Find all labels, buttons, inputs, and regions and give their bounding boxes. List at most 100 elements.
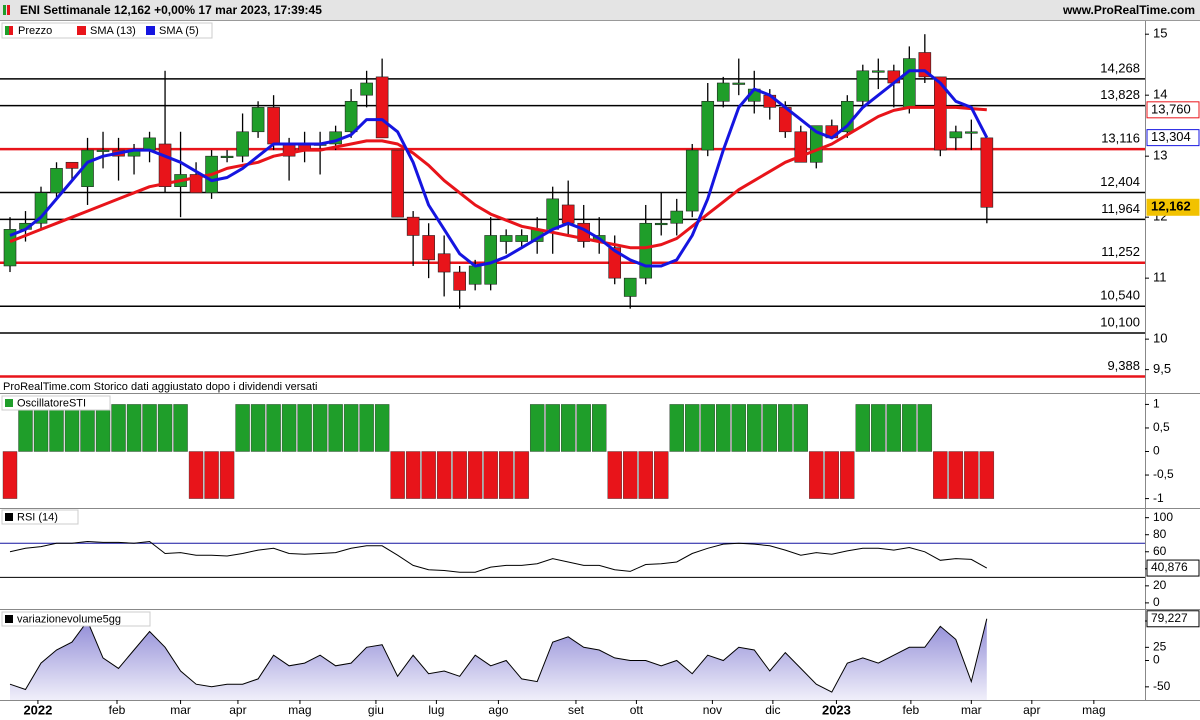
- sma-line: [9, 69, 989, 268]
- panel-title[interactable]: OscillatoreSTI: [17, 397, 86, 409]
- x-tick-label: apr: [1023, 703, 1040, 717]
- oscillator-bar: [669, 404, 684, 452]
- candle-body: [980, 137, 994, 208]
- candle-body: [623, 277, 637, 297]
- candle-body: [546, 198, 559, 230]
- candle-body: [391, 149, 404, 218]
- y-tick-label: 14: [1153, 87, 1167, 102]
- oscillator-bar: [64, 404, 80, 452]
- oscillator-bar: [33, 404, 49, 452]
- candle-body: [654, 222, 668, 226]
- oscillator-bar: [452, 451, 467, 499]
- y-tick-label: 15: [1153, 26, 1167, 41]
- oscillator-bar: [592, 404, 607, 452]
- oscillator-bar: [933, 451, 948, 499]
- y-tick-label: -50: [1153, 679, 1171, 693]
- candle-body: [499, 235, 513, 242]
- oscillator-bar: [142, 404, 157, 452]
- oscillator-bar: [390, 451, 405, 499]
- last-value-box: [1146, 198, 1200, 216]
- candle-body: [360, 82, 373, 96]
- oscillator-bar: [483, 451, 498, 499]
- oscillator-bar: [436, 451, 452, 499]
- level-label: 12,404: [1100, 174, 1140, 189]
- oscillator-bar: [871, 404, 886, 452]
- legend-box: [1, 22, 213, 39]
- level-label: 14,268: [1100, 60, 1140, 75]
- legend-swatch: [9, 26, 13, 35]
- oscillator-bar: [2, 451, 18, 499]
- oscillator-bar: [266, 404, 281, 452]
- x-tick-label: feb: [109, 703, 126, 717]
- header-icon: [3, 5, 6, 15]
- candle-body: [965, 131, 978, 134]
- candle-body: [406, 216, 420, 236]
- level-label: 11,964: [1101, 201, 1140, 216]
- y-tick-label: -0,5: [1153, 467, 1174, 481]
- oscillator-bar: [498, 451, 514, 499]
- header-site[interactable]: www.ProRealTime.com: [1062, 3, 1195, 17]
- oscillator-bar: [855, 404, 871, 452]
- oscillator-bar: [18, 404, 33, 452]
- level-label: 9,388: [1107, 358, 1140, 373]
- last-value-box: [1146, 610, 1200, 628]
- candle-body: [608, 247, 622, 279]
- legend-label[interactable]: SMA (13): [90, 25, 136, 37]
- oscillator-bar: [529, 404, 545, 452]
- x-tick-label: ago: [488, 703, 508, 717]
- oscillator-bar: [824, 451, 839, 499]
- candle-body: [561, 204, 575, 224]
- panel-title-swatch: [5, 513, 13, 521]
- legend-label[interactable]: Prezzo: [18, 25, 52, 37]
- oscillator-bar: [514, 451, 529, 499]
- oscillator-bar: [747, 404, 762, 452]
- oscillator-bar: [250, 404, 266, 452]
- level-label: 13,116: [1101, 131, 1140, 146]
- last-value-label: 12,162: [1151, 199, 1191, 214]
- legend-label[interactable]: SMA (5): [159, 25, 199, 37]
- candle-body: [468, 265, 482, 285]
- oscillator-bar: [204, 451, 219, 499]
- oscillator-bar: [297, 404, 312, 452]
- legend-swatch: [5, 26, 9, 35]
- y-tick-label: 60: [1153, 544, 1167, 558]
- volume-area: [10, 618, 987, 700]
- candle-body: [903, 58, 916, 108]
- y-tick-label: 0,5: [1153, 420, 1170, 434]
- candle-body: [872, 70, 885, 73]
- x-tick-label: giu: [368, 703, 384, 717]
- candle-body: [50, 168, 63, 194]
- candle-body: [158, 143, 172, 187]
- x-tick-label: 2022: [23, 702, 52, 717]
- oscillator-bar: [405, 451, 421, 499]
- panel-title[interactable]: RSI (14): [17, 511, 58, 523]
- oscillator-bar: [126, 404, 142, 452]
- oscillator-bar: [219, 451, 235, 499]
- x-tick-label: mag: [288, 703, 311, 717]
- oscillator-bar: [778, 404, 793, 452]
- y-tick-label: 80: [1153, 527, 1167, 541]
- oscillator-bar: [917, 404, 933, 452]
- y-tick-label: 0: [1153, 595, 1160, 609]
- level-label: 13,828: [1100, 87, 1140, 102]
- oscillator-bar: [902, 404, 917, 452]
- candle-body: [453, 271, 466, 291]
- x-tick-label: dic: [765, 703, 780, 717]
- candle-body: [422, 235, 435, 261]
- oscillator-bar: [312, 404, 328, 452]
- panel-title-box: [1, 395, 111, 411]
- oscillator-bar: [281, 404, 297, 452]
- last-value-label: 13,304: [1151, 129, 1191, 144]
- candle-body: [701, 100, 715, 151]
- x-tick-label: nov: [703, 703, 722, 717]
- header-bar: [0, 0, 1200, 20]
- oscillator-bar: [716, 404, 731, 452]
- panel-title[interactable]: variazionevolume5gg: [17, 613, 121, 625]
- candle-body: [96, 149, 110, 152]
- y-tick-label: 1: [1153, 397, 1160, 411]
- header-title: ENI Settimanale 12,162 +0,00% 17 mar 202…: [20, 3, 322, 17]
- oscillator-bar: [576, 404, 591, 452]
- oscillator-bar: [731, 404, 746, 452]
- oscillator-bar: [49, 404, 64, 452]
- legend: Prezzo SMA (13) SMA (5): [1, 22, 213, 39]
